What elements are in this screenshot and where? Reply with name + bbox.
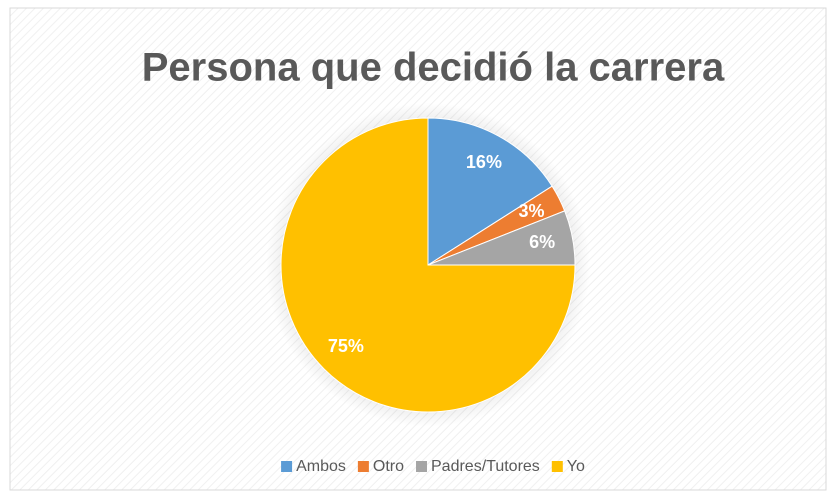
data-label: 16% — [466, 152, 502, 172]
pie-slice — [427, 117, 553, 266]
legend-label: Padres/Tutores — [431, 458, 540, 475]
legend-swatch — [551, 461, 563, 472]
legend-label: Ambos — [296, 458, 346, 475]
legend-label: Yo — [567, 458, 585, 475]
data-label: 3% — [518, 201, 544, 221]
chart-title: Persona que decidió la carrera — [142, 46, 725, 90]
pie-slice — [280, 117, 576, 413]
legend-swatch — [416, 461, 428, 472]
data-label: 75% — [328, 336, 364, 356]
legend-swatch — [281, 461, 293, 472]
legend-swatch — [357, 461, 369, 472]
legend-label: Otro — [373, 458, 404, 475]
data-label: 6% — [529, 232, 555, 252]
